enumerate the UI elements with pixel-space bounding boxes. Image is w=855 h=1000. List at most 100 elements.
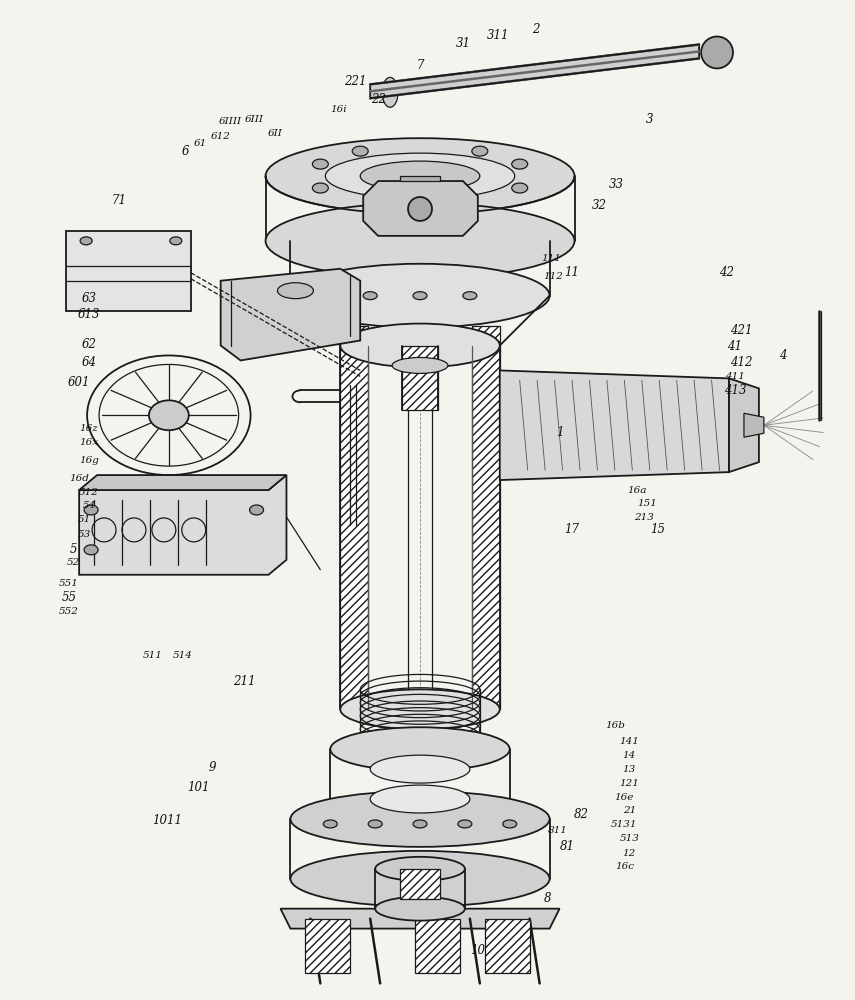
Bar [415, 919, 460, 973]
Text: 411: 411 [725, 372, 745, 381]
Ellipse shape [312, 183, 328, 193]
Polygon shape [363, 181, 478, 236]
Text: 63: 63 [81, 292, 97, 305]
Polygon shape [280, 909, 559, 929]
Ellipse shape [340, 324, 500, 367]
Text: 5: 5 [69, 543, 77, 556]
Ellipse shape [472, 146, 488, 156]
Text: 21: 21 [622, 806, 636, 815]
Ellipse shape [512, 159, 528, 169]
Polygon shape [80, 475, 286, 490]
Text: 16z: 16z [80, 424, 98, 433]
Text: 16i: 16i [330, 105, 346, 114]
Text: 41: 41 [728, 340, 742, 353]
Text: 213: 213 [634, 513, 654, 522]
Bar [305, 919, 351, 973]
Text: 513: 513 [619, 834, 640, 843]
Text: 15: 15 [650, 523, 664, 536]
Ellipse shape [413, 292, 427, 300]
Text: 53: 53 [78, 530, 91, 539]
Ellipse shape [458, 820, 472, 828]
Polygon shape [500, 370, 729, 480]
Ellipse shape [291, 851, 550, 907]
Ellipse shape [392, 357, 448, 373]
Text: 3: 3 [646, 113, 653, 126]
Ellipse shape [170, 237, 182, 245]
Text: 54: 54 [82, 501, 96, 510]
Text: 5131: 5131 [611, 820, 638, 829]
Ellipse shape [278, 283, 314, 299]
Text: 55: 55 [62, 591, 77, 604]
Text: 221: 221 [344, 75, 367, 88]
Text: 311: 311 [486, 29, 509, 42]
Ellipse shape [250, 505, 263, 515]
Ellipse shape [408, 197, 432, 221]
Text: 61: 61 [194, 139, 208, 148]
Text: 2: 2 [532, 23, 540, 36]
Text: 111: 111 [542, 254, 562, 263]
Text: 112: 112 [544, 272, 563, 281]
Ellipse shape [360, 161, 480, 191]
Ellipse shape [330, 797, 510, 841]
Ellipse shape [326, 153, 515, 199]
Text: 811: 811 [548, 826, 568, 835]
Text: 1011: 1011 [152, 814, 182, 827]
Text: 151: 151 [637, 499, 657, 508]
Text: 16b: 16b [605, 721, 625, 730]
Bar [472, 326, 500, 709]
Text: 17: 17 [564, 523, 579, 536]
Ellipse shape [84, 505, 98, 515]
Text: 514: 514 [173, 651, 192, 660]
Ellipse shape [312, 159, 328, 169]
Text: 121: 121 [619, 779, 640, 788]
Text: 32: 32 [592, 199, 607, 212]
Text: 16a: 16a [628, 486, 647, 495]
Text: 16c: 16c [615, 862, 634, 871]
Ellipse shape [352, 146, 369, 156]
Text: 101: 101 [187, 781, 210, 794]
Ellipse shape [503, 820, 516, 828]
Text: 141: 141 [619, 737, 640, 746]
Text: 421: 421 [729, 324, 752, 337]
Text: 62: 62 [81, 338, 97, 351]
Text: 211: 211 [233, 675, 256, 688]
Text: 42: 42 [720, 266, 734, 279]
Text: 612: 612 [210, 132, 231, 141]
Ellipse shape [330, 727, 510, 771]
Ellipse shape [149, 400, 189, 430]
Text: 12: 12 [622, 849, 636, 858]
Ellipse shape [375, 857, 465, 881]
Ellipse shape [363, 292, 377, 300]
Ellipse shape [340, 689, 500, 729]
Ellipse shape [291, 791, 550, 847]
Text: 52: 52 [67, 558, 80, 567]
Ellipse shape [375, 897, 465, 921]
Text: 81: 81 [560, 840, 575, 853]
Text: 10: 10 [470, 944, 486, 957]
Ellipse shape [84, 545, 98, 555]
Text: 6: 6 [182, 145, 190, 158]
Text: 6II: 6II [268, 129, 283, 138]
Text: 64: 64 [81, 356, 97, 369]
Text: 14: 14 [622, 751, 636, 760]
Ellipse shape [413, 820, 427, 828]
Text: 512: 512 [80, 488, 99, 497]
Polygon shape [80, 475, 286, 575]
Text: 6IIII: 6IIII [219, 117, 242, 126]
Ellipse shape [323, 820, 337, 828]
Bar [66, 231, 191, 311]
Ellipse shape [370, 755, 470, 783]
Polygon shape [744, 413, 764, 437]
Text: 412: 412 [729, 356, 752, 369]
Text: 1: 1 [556, 426, 563, 439]
Text: 601: 601 [68, 376, 91, 389]
Bar [402, 346, 438, 410]
Ellipse shape [266, 138, 575, 214]
Text: 9: 9 [209, 761, 216, 774]
Text: 7: 7 [416, 59, 424, 72]
Text: 11: 11 [564, 266, 579, 279]
Text: 31: 31 [456, 37, 470, 50]
Text: 82: 82 [574, 808, 589, 821]
Ellipse shape [369, 820, 382, 828]
Polygon shape [221, 269, 360, 360]
